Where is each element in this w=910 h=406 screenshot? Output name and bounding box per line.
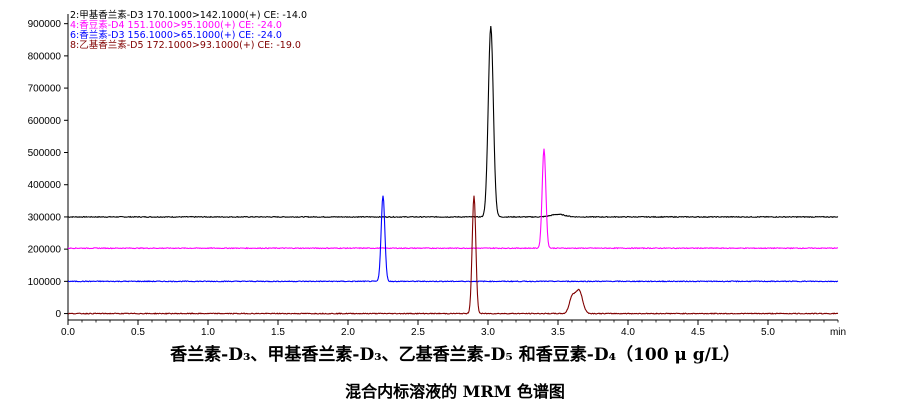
y-tick-label: 500000 bbox=[28, 148, 62, 159]
x-tick-label: 2.0 bbox=[341, 327, 355, 338]
y-tick-label: 900000 bbox=[28, 19, 62, 30]
y-tick-label: 700000 bbox=[28, 84, 62, 95]
legend-entry-4: 8:乙基香兰素-D5 172.1000>93.1000(+) CE: -19.0 bbox=[70, 39, 301, 51]
y-tick-label: 300000 bbox=[28, 212, 62, 223]
y-tick-label: 600000 bbox=[28, 116, 62, 127]
x-tick-label: 1.5 bbox=[271, 327, 285, 338]
y-tick-label: 800000 bbox=[28, 51, 62, 62]
figure-caption-title: 香兰素-D₃、甲基香兰素-D₃、乙基香兰素-D₅ 和香豆素-D₄（100 μ g… bbox=[170, 345, 740, 365]
x-tick-label: 4.0 bbox=[621, 327, 635, 338]
y-axis: 0 100000 200000 300000 400000 500000 600000 700… bbox=[28, 19, 68, 320]
x-tick-label: 2.5 bbox=[411, 327, 425, 338]
x-tick-label: 1.0 bbox=[201, 327, 215, 338]
legend-entry-3: 6:香兰素-D3 156.1000>65.1000(+) CE: -24.0 bbox=[70, 29, 282, 41]
plot-frame bbox=[67, 14, 838, 321]
x-axis: 0.0 0.5 1.0 1.5 2.0 2.5 3.0 3.5 4.0 4.5 5.0 min bbox=[61, 320, 846, 338]
y-tick-label: 400000 bbox=[28, 180, 62, 191]
legend-entry-1: 2:甲基香兰素-D3 170.1000>142.1000(+) CE: -14.… bbox=[70, 9, 307, 21]
series-line-4 bbox=[67, 195, 839, 315]
series-line-3 bbox=[67, 195, 839, 283]
x-tick-label: 3.0 bbox=[481, 327, 495, 338]
x-tick-label: 4.5 bbox=[691, 327, 705, 338]
figure-caption-subtitle: 混合内标溶液的 MRM 色谱图 bbox=[345, 382, 565, 401]
series-line-2 bbox=[67, 148, 839, 250]
legend-entry-2: 4:香豆素-D4 151.1000>95.1000(+) CE: -24.0 bbox=[70, 19, 282, 31]
x-tick-label: 5.0 bbox=[761, 327, 775, 338]
x-tick-label: 3.5 bbox=[551, 327, 565, 338]
series-line-1 bbox=[67, 26, 839, 219]
x-tick-label: 0.0 bbox=[61, 327, 75, 338]
y-tick-label: 0 bbox=[55, 309, 61, 320]
y-tick-label: 100000 bbox=[28, 277, 62, 288]
series-lines bbox=[67, 26, 839, 315]
x-tick-label: 0.5 bbox=[131, 327, 145, 338]
y-tick-label: 200000 bbox=[28, 245, 62, 256]
x-unit-label: min bbox=[830, 327, 846, 338]
chromatogram-chart: 0 100000 200000 300000 400000 500000 600000 700… bbox=[28, 9, 846, 338]
legend: 2:甲基香兰素-D3 170.1000>142.1000(+) CE: -14.… bbox=[70, 9, 307, 51]
